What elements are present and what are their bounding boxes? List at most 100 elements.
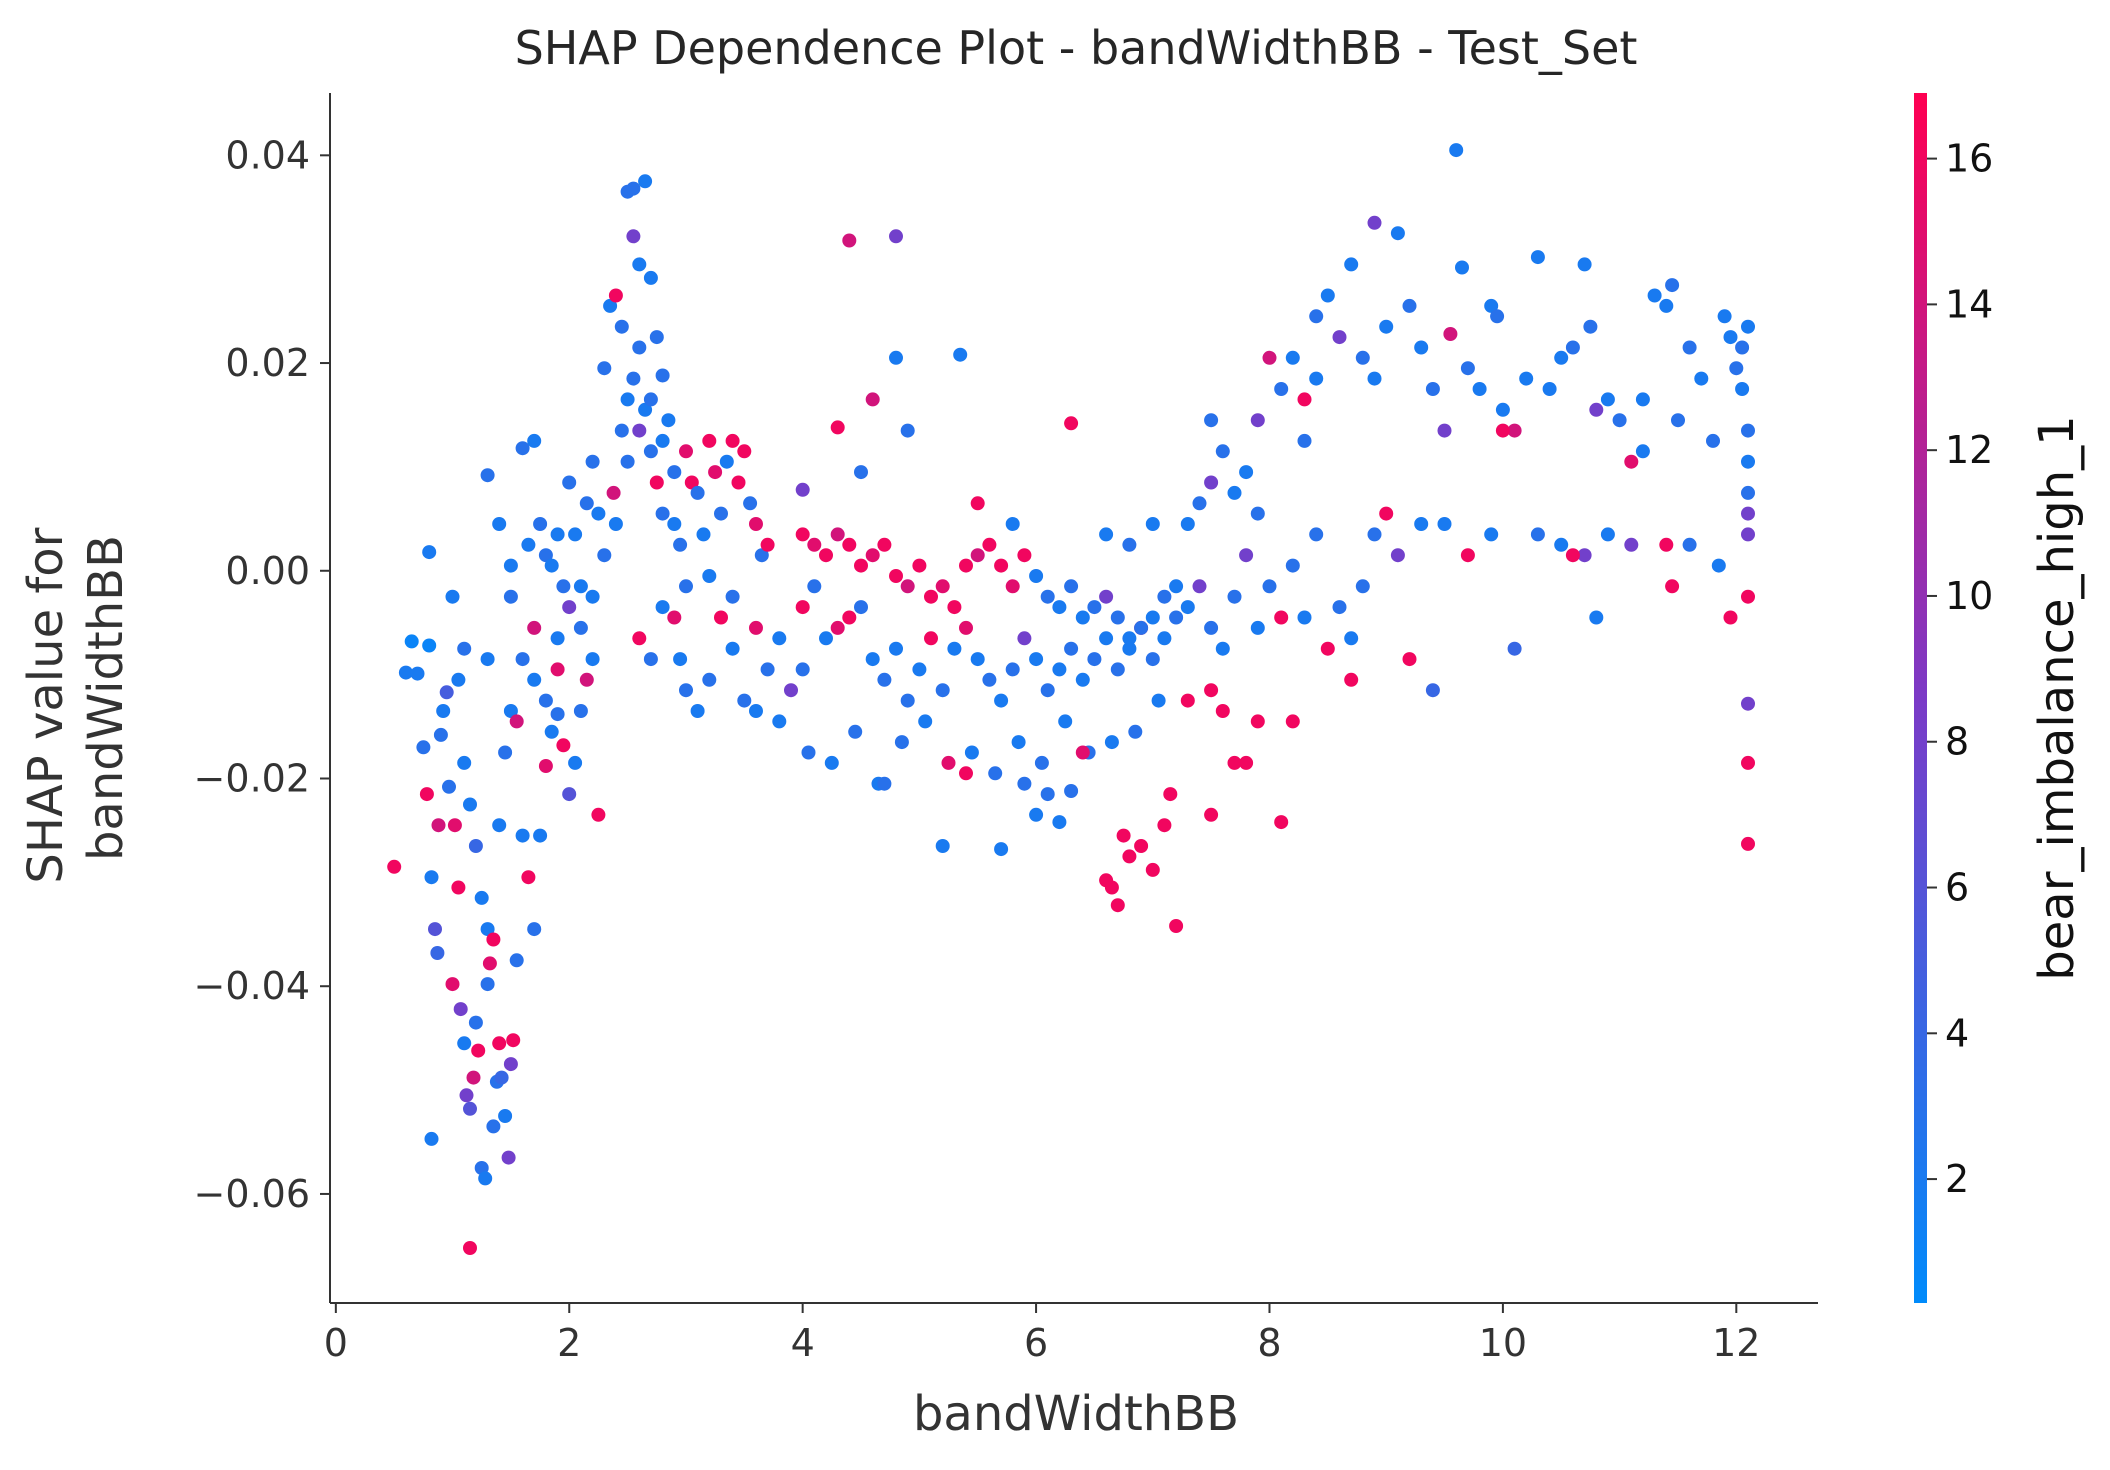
data-point bbox=[1087, 652, 1102, 667]
data-point bbox=[416, 740, 431, 755]
data-point bbox=[900, 579, 915, 594]
data-point bbox=[503, 558, 518, 573]
data-point bbox=[1215, 444, 1230, 459]
data-point bbox=[830, 620, 845, 635]
data-point bbox=[419, 787, 434, 802]
data-point bbox=[562, 475, 577, 490]
data-point bbox=[521, 870, 536, 885]
data-point bbox=[1741, 836, 1755, 851]
data-point bbox=[743, 496, 758, 511]
data-point bbox=[1134, 839, 1149, 853]
data-point bbox=[784, 683, 798, 698]
data-point bbox=[626, 181, 641, 196]
data-point bbox=[463, 797, 477, 812]
data-point bbox=[1040, 683, 1055, 698]
data-point bbox=[900, 423, 915, 438]
data-point bbox=[1075, 672, 1090, 687]
data-point bbox=[924, 631, 938, 646]
data-point bbox=[1659, 298, 1674, 313]
data-point bbox=[877, 776, 892, 791]
data-point bbox=[1437, 423, 1452, 438]
data-point bbox=[608, 288, 623, 303]
x-axis-ticks: 0 2 4 6 8 10 12 bbox=[324, 1303, 1760, 1365]
data-point bbox=[1659, 537, 1674, 552]
data-point bbox=[1274, 382, 1289, 396]
data-point bbox=[1104, 735, 1119, 750]
data-point bbox=[1262, 350, 1277, 365]
data-point bbox=[1665, 278, 1680, 293]
data-point bbox=[795, 600, 810, 615]
data-point bbox=[1122, 849, 1137, 864]
data-point bbox=[1309, 309, 1324, 324]
data-point bbox=[1414, 340, 1429, 355]
data-point bbox=[772, 631, 787, 646]
data-point bbox=[1507, 641, 1522, 656]
data-point bbox=[533, 828, 548, 843]
data-point bbox=[982, 537, 997, 552]
data-point bbox=[1215, 704, 1230, 718]
data-point bbox=[398, 665, 413, 680]
data-point bbox=[702, 569, 717, 583]
data-point bbox=[935, 579, 950, 594]
data-point bbox=[1367, 527, 1382, 542]
data-point bbox=[515, 441, 530, 456]
data-point bbox=[428, 922, 442, 937]
y-tick-label: 0.02 bbox=[225, 341, 310, 385]
data-point bbox=[447, 818, 462, 833]
data-point bbox=[1565, 548, 1580, 563]
data-point bbox=[714, 506, 728, 521]
data-point bbox=[550, 631, 565, 646]
data-point bbox=[1122, 631, 1137, 646]
data-point bbox=[1577, 257, 1592, 272]
x-tick-label: 4 bbox=[791, 1321, 815, 1365]
data-point bbox=[503, 704, 518, 718]
data-point bbox=[667, 465, 682, 480]
data-point bbox=[585, 454, 600, 469]
data-point bbox=[585, 589, 600, 604]
data-point bbox=[1040, 589, 1055, 604]
data-point bbox=[643, 270, 658, 285]
data-point bbox=[1694, 371, 1709, 386]
data-point bbox=[1635, 444, 1650, 459]
y-tick-label: 0.00 bbox=[225, 549, 310, 593]
data-point bbox=[994, 842, 1009, 857]
data-point bbox=[538, 693, 553, 708]
data-point bbox=[737, 444, 752, 459]
data-point bbox=[667, 517, 682, 531]
data-point bbox=[1741, 506, 1755, 521]
y-tick-label: 0.04 bbox=[225, 133, 310, 177]
data-point bbox=[521, 537, 536, 552]
x-tick-label: 2 bbox=[557, 1321, 581, 1365]
data-point bbox=[824, 755, 839, 770]
data-point bbox=[801, 745, 816, 760]
chart-title: SHAP Dependence Plot - bandWidthBB - Tes… bbox=[515, 21, 1638, 75]
data-point bbox=[1612, 413, 1627, 428]
colorbar-ticks: 2 4 6 8 10 12 14 16 bbox=[1927, 137, 1993, 1201]
data-point bbox=[1741, 423, 1755, 438]
data-point bbox=[466, 1070, 481, 1085]
colorbar-label: bear_imbalance_high_1 bbox=[2029, 415, 2085, 980]
data-point bbox=[527, 672, 542, 687]
data-point bbox=[579, 496, 594, 511]
data-point bbox=[1204, 413, 1219, 428]
data-point bbox=[503, 1057, 518, 1072]
data-point bbox=[749, 517, 763, 531]
data-point bbox=[725, 589, 740, 604]
data-point bbox=[830, 420, 845, 435]
x-tick-label: 8 bbox=[1257, 1321, 1281, 1365]
colorbar-tick-label: 8 bbox=[1945, 720, 1969, 764]
data-point bbox=[445, 589, 460, 604]
data-point bbox=[1169, 579, 1184, 594]
data-point bbox=[1507, 423, 1522, 438]
data-point bbox=[1040, 787, 1055, 802]
data-point bbox=[632, 257, 647, 272]
data-point bbox=[1741, 485, 1755, 500]
colorbar-tick-label: 2 bbox=[1945, 1157, 1969, 1201]
x-tick-label: 0 bbox=[324, 1321, 348, 1365]
data-point bbox=[424, 870, 439, 885]
data-point bbox=[1741, 454, 1755, 469]
data-point bbox=[1285, 350, 1300, 365]
data-point bbox=[424, 1131, 439, 1146]
data-point bbox=[1075, 745, 1090, 760]
data-point bbox=[1735, 382, 1750, 396]
